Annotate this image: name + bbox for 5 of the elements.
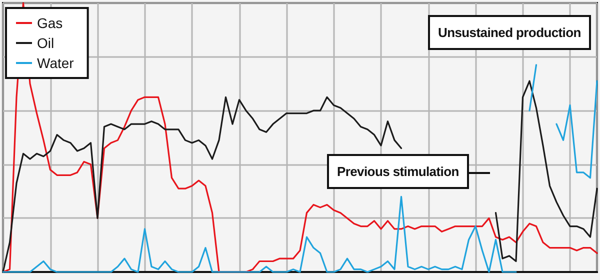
annotation: Previous stimulation [327,154,469,189]
legend-label: Gas [37,15,63,31]
annotation: Unsustained production [428,15,591,50]
legend-label: Water [37,55,74,71]
legend-label: Oil [37,35,54,51]
